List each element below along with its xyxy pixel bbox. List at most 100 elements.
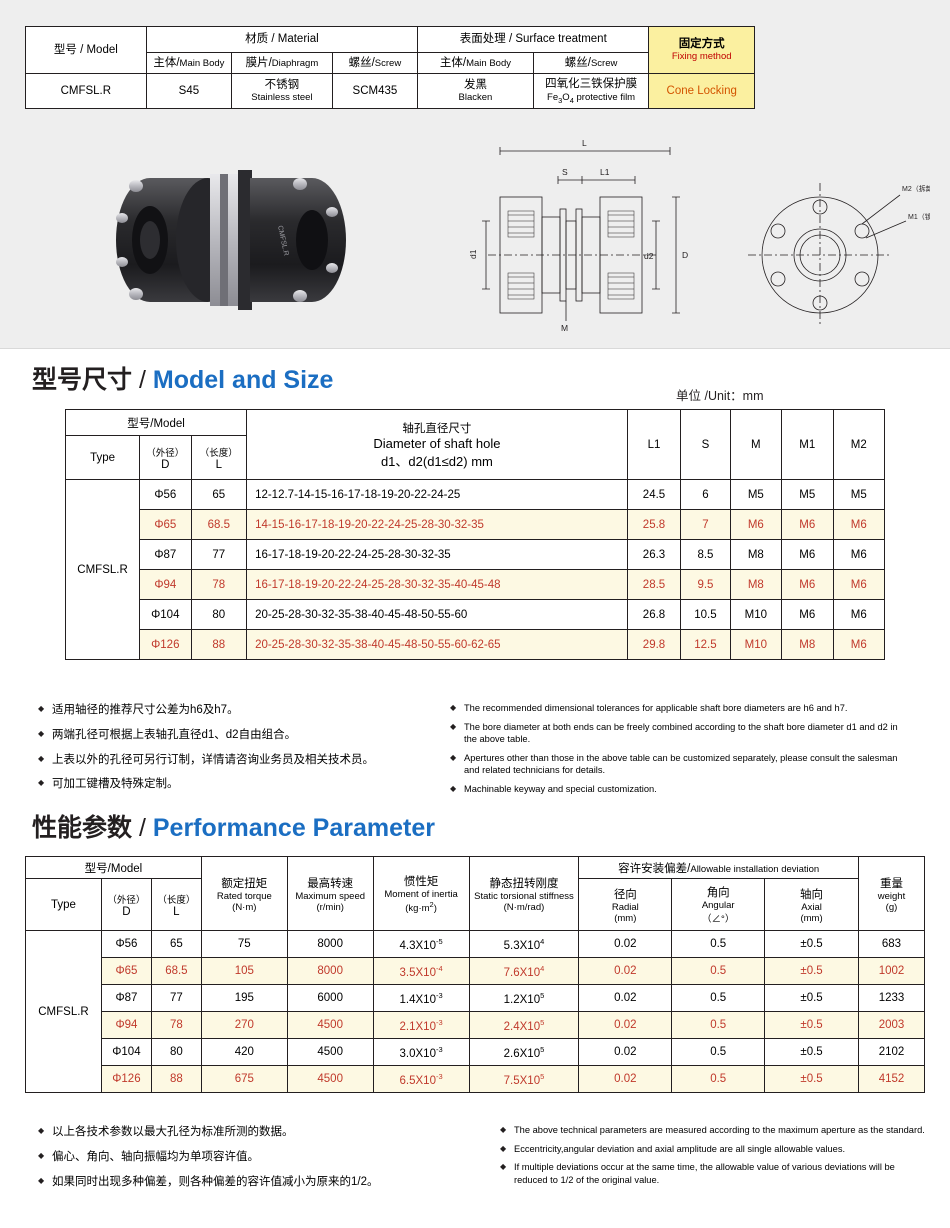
pp-row-stiff: 1.2X105 (468, 984, 580, 1012)
ms-row-l: 88 (190, 629, 248, 660)
pp-row-inertia: 1.4X10-3 (372, 984, 470, 1012)
pp-weight-en: weight (877, 890, 906, 902)
ms-row-s: 6 (680, 479, 731, 510)
pp-dev-sep: / (687, 862, 691, 875)
pp-row-speed: 4500 (286, 1011, 374, 1039)
pp-d-header-v: D (122, 905, 131, 918)
pp-row-torque: 195 (200, 984, 288, 1012)
spec-surface-main-cn: 发黑 (463, 79, 487, 92)
pp-model-header-sep: / (107, 862, 111, 875)
svg-text:L1: L1 (600, 167, 610, 177)
ms-s-header: S (680, 409, 731, 480)
pp-inertia-exp: -3 (435, 1017, 443, 1027)
pp-row-l: 68.5 (150, 957, 202, 985)
pp-row-torque: 270 (200, 1011, 288, 1039)
ms-row-m: M8 (729, 539, 783, 570)
section-performance-cn: 性能参数 (32, 814, 133, 842)
pp-row-axial: ±0.5 (764, 1038, 859, 1066)
sub-screw-en: Screw (374, 58, 402, 69)
ms-row-l: 78 (190, 569, 248, 600)
sub-main-body-cn: 主体 (153, 57, 177, 69)
ms-row-bores: 14-15-16-17-18-19-20-22-24-25-28-30-32-3… (246, 509, 628, 540)
pp-inertia-mantissa: 6.5X10 (399, 1074, 436, 1087)
sub-main-body-en: Main Body (179, 58, 225, 69)
pp-row-inertia: 2.1X10-3 (372, 1011, 470, 1039)
ms-type-value: CMFSL.R (64, 479, 141, 660)
ms-row-l: 68.5 (190, 509, 248, 540)
ms-model-header-sep: / (150, 417, 154, 430)
pp-stiff-exp: 4 (540, 963, 545, 973)
pp-inertia-exp: -5 (435, 936, 443, 946)
spec-fixing-value: Cone Locking (648, 73, 755, 110)
pp-row-torque: 105 (200, 957, 288, 985)
section-model-size-sep: / (138, 366, 146, 394)
pp-row-d: Φ104 (100, 1038, 152, 1066)
note-item: Apertures other than those in the above … (450, 752, 910, 777)
ms-row-m2: M6 (832, 629, 885, 660)
pp-d-header-cn: （外径） (107, 894, 146, 906)
pp-row-axial: ±0.5 (764, 930, 859, 958)
ms-row-l: 65 (190, 479, 248, 510)
surface-header-sep: / (508, 33, 513, 46)
pp-stiff-mantissa: 7.6X10 (503, 966, 541, 979)
pp-row-speed: 4500 (286, 1038, 374, 1066)
band-divider (0, 348, 950, 349)
sub-diaphragm-cn: 膜片 (245, 57, 269, 69)
ms-row-s: 8.5 (680, 539, 731, 570)
spec-model-header-sep: / (80, 44, 84, 56)
pp-row-radial: 0.02 (578, 957, 673, 985)
ms-m2-header: M2 (832, 409, 885, 480)
model-size-table: 型号/Model 轴孔直径尺寸 Diameter of shaft hole d… (64, 409, 885, 660)
pp-stiff-exp: 5 (540, 1071, 545, 1081)
material-header-en: Material (277, 33, 319, 46)
ms-row-m1: M6 (781, 599, 834, 630)
sub-screw2-cn: 螺丝 (564, 57, 588, 69)
pp-row-l: 88 (150, 1065, 202, 1093)
unit-note: 单位 /Unit：mm (676, 389, 764, 403)
pp-type-value: CMFSL.R (25, 930, 102, 1093)
ms-l1-header: L1 (626, 409, 682, 480)
notes-size-en: The recommended dimensional tolerances f… (450, 702, 910, 801)
pp-radial-en: Radial (611, 901, 639, 913)
pp-row-angular: 0.5 (671, 1038, 766, 1066)
fixing-header-en: Fixing method (671, 51, 732, 63)
spec-model-header-cn: 型号 (53, 44, 77, 56)
ms-row-l1: 28.5 (626, 569, 682, 600)
ms-row-l1: 25.8 (626, 509, 682, 540)
spec-diaphragm-value-cn: 不锈钢 (264, 79, 300, 92)
pp-row-stiff: 2.6X105 (468, 1038, 580, 1066)
pp-row-weight: 683 (857, 930, 926, 958)
note-item: Eccentricity,angular deviation and axial… (500, 1143, 925, 1156)
pp-row-d: Φ65 (100, 957, 152, 985)
note-item: 如果同时出现多种偏差，则各种偏差的容许值减小为原来的1/2。 (38, 1174, 468, 1192)
fixing-header-cn: 固定方式 (678, 38, 725, 51)
pp-inertia-exp: -3 (435, 1044, 443, 1054)
pp-row-l: 77 (150, 984, 202, 1012)
section-model-size-cn: 型号尺寸 (32, 366, 133, 394)
pp-row-torque: 675 (200, 1065, 288, 1093)
pp-inertia-mantissa: 3.0X10 (399, 1047, 436, 1060)
pp-row-axial: ±0.5 (764, 1011, 859, 1039)
spec-surface-screw-cn: 四氧化三铁保护膜 (545, 78, 638, 91)
ms-row-d: Φ104 (139, 599, 192, 630)
pp-row-weight: 2102 (857, 1038, 926, 1066)
section-performance-sep: / (138, 814, 146, 842)
pp-angular-unit: （∠°） (702, 914, 735, 925)
pp-axial-unit: (mm) (800, 912, 823, 924)
spec-screw-value: SCM435 (331, 73, 419, 110)
notes-size-cn: 适用轴径的推荐尺寸公差为h6及h7。 两端孔径可根据上表轴孔直径d1、d2自由组… (38, 702, 438, 801)
pp-speed-en: Maximum speed (295, 890, 366, 902)
pp-stiff-mantissa: 2.4X10 (503, 1020, 541, 1033)
ms-row-l1: 24.5 (626, 479, 682, 510)
pp-row-stiff: 7.5X105 (468, 1065, 580, 1093)
pp-speed-cn: 最高转速 (307, 877, 354, 890)
ms-l-header-v: L (215, 458, 222, 471)
pp-row-radial: 0.02 (578, 984, 673, 1012)
pp-row-d: Φ87 (100, 984, 152, 1012)
note-item: 上表以外的孔径可另行订制，详情请咨询业务员及相关技术员。 (38, 752, 438, 770)
pp-row-inertia: 4.3X10-5 (372, 930, 470, 958)
note-item: 偏心、角向、轴向振幅均为单项容许值。 (38, 1149, 468, 1167)
pp-inertia-mantissa: 4.3X10 (399, 939, 436, 952)
pp-row-speed: 4500 (286, 1065, 374, 1093)
ms-row-m2: M6 (832, 569, 885, 600)
